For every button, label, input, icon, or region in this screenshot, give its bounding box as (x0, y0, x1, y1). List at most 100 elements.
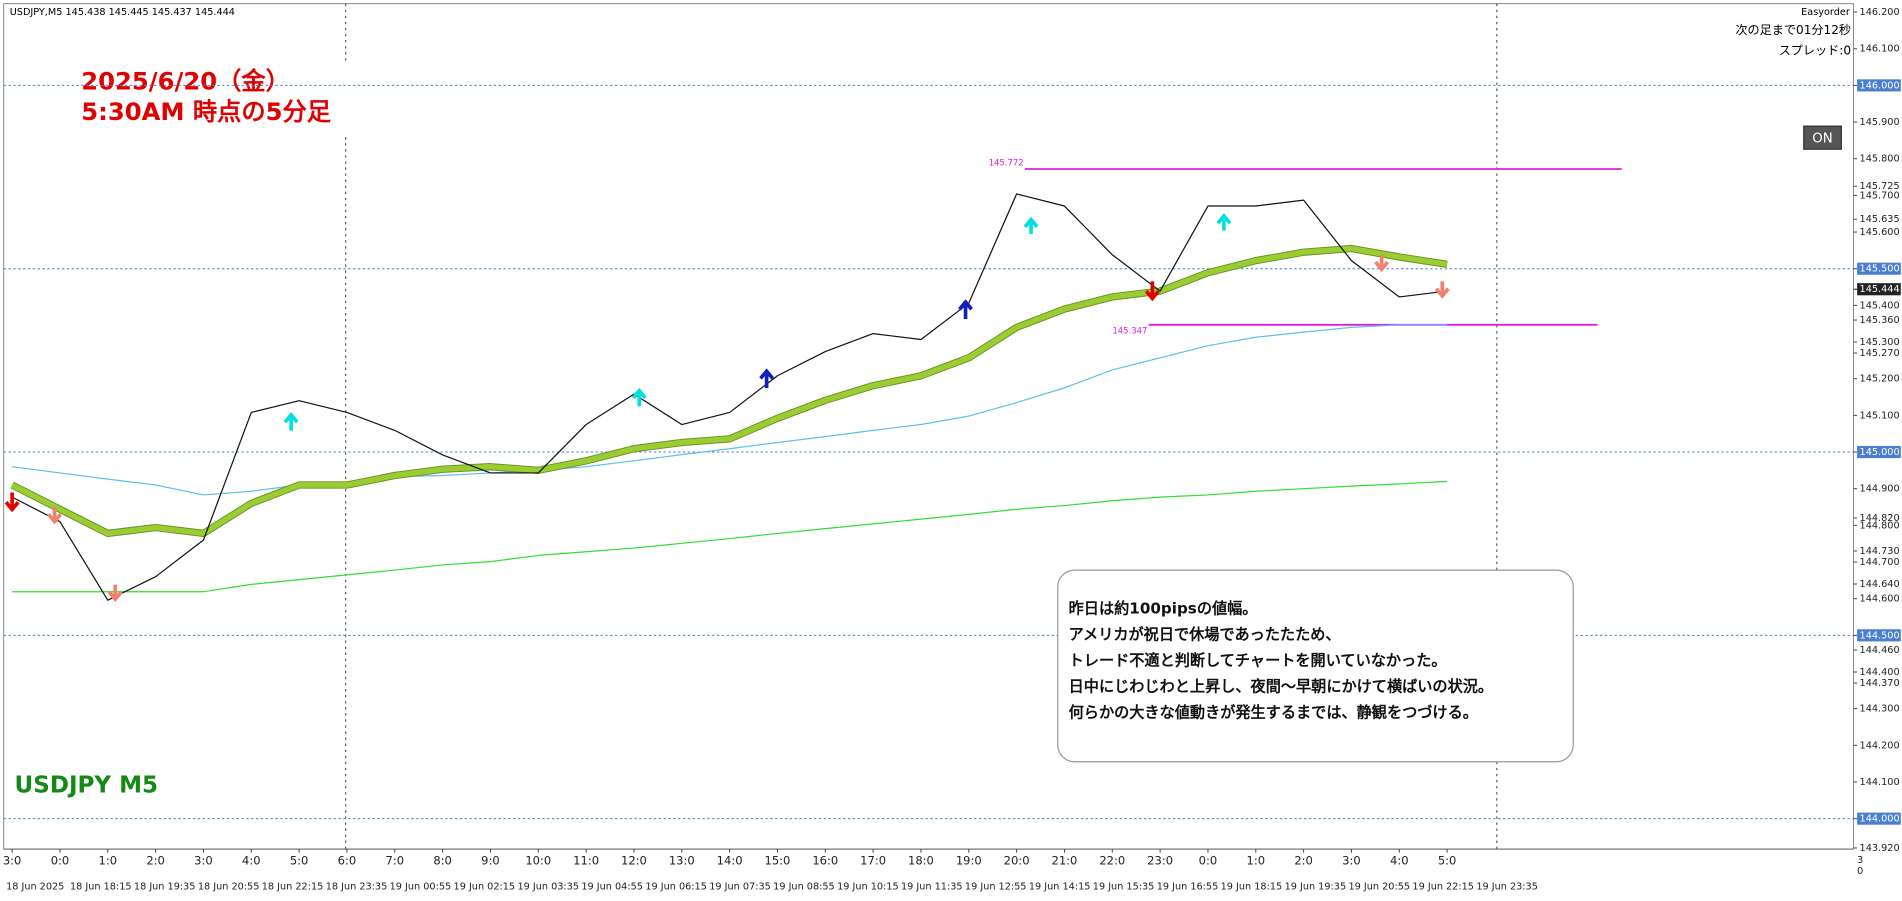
y-tick-label: 144.000 (1860, 814, 1900, 825)
y-tick-highlight (1857, 812, 1901, 825)
y-tick-label: 145.725 (1860, 181, 1900, 192)
x-date-label: 18 Jun 2025 (6, 882, 64, 893)
y-tick-label: 144.400 (1860, 667, 1900, 678)
signal-arrows (4, 213, 1450, 603)
buy-arrow (1023, 216, 1039, 235)
x-date-label: 19 Jun 23:35 (1476, 882, 1538, 893)
title-backdrop (72, 63, 391, 136)
y-tick-highlight (1857, 629, 1901, 642)
symbol-label: USDJPY M5 (15, 773, 159, 799)
y-tick-label: 145.600 (1860, 227, 1900, 238)
on-button[interactable] (1803, 125, 1842, 150)
x-tick-label: 21:0 (1052, 854, 1078, 868)
x-tick-label: 12:0 (621, 854, 647, 868)
x-tick-label: 20:0 (1004, 854, 1030, 868)
x-date-label: 19 Jun 06:15 (645, 882, 707, 893)
sell-arrow (107, 584, 123, 603)
y-tick-highlight (1857, 445, 1901, 459)
buy-arrow (958, 299, 974, 320)
y-tick-label: 145.500 (1860, 264, 1900, 275)
y-tick-highlight (1857, 262, 1901, 275)
y-tick-label: 145.400 (1860, 300, 1900, 311)
y-tick-label: 145.000 (1860, 447, 1900, 458)
x-tick-label: 23:0 (1147, 854, 1173, 868)
x-date-label: 19 Jun 10:15 (837, 882, 899, 893)
x-date-label: 18 Jun 18:15 (70, 882, 132, 893)
x-date-label: 19 Jun 11:35 (901, 882, 963, 893)
note-line: アメリカが祝日で休場であったたため、 (1069, 625, 1341, 643)
x-date-label: 19 Jun 08:55 (773, 882, 835, 893)
series-line (12, 324, 1448, 496)
x-tick-label: 5:0 (290, 854, 309, 868)
x-tick-label: 11:0 (573, 854, 599, 868)
buy-arrow (283, 411, 299, 431)
y-tick-label: 143.920 (1860, 843, 1900, 854)
sell-arrow (47, 507, 63, 525)
x-date-label: 19 Jun 12:55 (965, 882, 1027, 893)
sell-arrow (4, 492, 20, 513)
x-date-label: 19 Jun 02:15 (454, 882, 516, 893)
note-line: 何らかの大きな値動きが発生するまでは、静観をつづける。 (1069, 704, 1478, 722)
x-date-label: 18 Jun 22:15 (262, 882, 324, 893)
series-line (12, 480, 1448, 593)
header: USDJPY,M5 145.438 145.445 145.437 145.44… (10, 7, 235, 18)
sell-arrow (1144, 281, 1160, 302)
x-date-label: 19 Jun 00:55 (390, 882, 452, 893)
current-price-box (1857, 283, 1901, 296)
y-tick-label: 144.800 (1860, 520, 1900, 531)
buy-arrow (631, 387, 647, 407)
series-line (10, 245, 1448, 537)
buy-arrow (759, 368, 775, 389)
x-tick-label: 19:0 (956, 854, 982, 868)
x-tick-label: 5:0 (1438, 854, 1457, 868)
note-box (1057, 569, 1574, 763)
chart-title: 2025/6/20（金） (81, 66, 290, 95)
x-tick-label: 9:0 (481, 854, 500, 868)
sell-arrow (1374, 254, 1390, 273)
x-date-label: 19 Jun 14:15 (1029, 882, 1091, 893)
x-date-label: 19 Jun 03:35 (517, 882, 579, 893)
x-date-label: 18 Jun 19:35 (134, 882, 196, 893)
x-date-label: 18 Jun 20:55 (198, 882, 260, 893)
note-line: 日中にじわじわと上昇し、夜間〜早朝にかけて横ばいの状況。 (1069, 678, 1493, 696)
y-tick-label: 144.700 (1860, 557, 1900, 568)
on-button-label[interactable]: ON (1812, 131, 1832, 146)
y-tick-label: 144.460 (1860, 645, 1900, 656)
x-date-label: 19 Jun 15:35 (1093, 882, 1155, 893)
x-date-label: 19 Jun 18:15 (1221, 882, 1283, 893)
x-tick-label: 17:0 (860, 854, 886, 868)
x-date-label: 19 Jun 07:35 (709, 882, 771, 893)
y-tick-label: 146.200 (1860, 7, 1900, 18)
y-tick-label: 145.900 (1860, 117, 1900, 128)
x-tick-label: 8:0 (433, 854, 452, 868)
x-tick-label: 22:0 (1099, 854, 1125, 868)
current-price-label: 145.444 (1860, 284, 1900, 295)
corner-label: 3 (1857, 855, 1863, 866)
corner-label: 0 (1857, 866, 1863, 877)
series-line (11, 193, 1448, 601)
level-label: 145.772 (989, 158, 1024, 168)
buy-arrow (1216, 213, 1232, 231)
countdown: 次の足まで01分12秒 (1735, 23, 1851, 37)
x-tick-label: 0:0 (51, 854, 70, 868)
x-date-label: 18 Jun 23:35 (326, 882, 388, 893)
x-tick-label: 18:0 (908, 854, 934, 868)
order-panel[interactable]: Easyorder (1801, 7, 1850, 18)
y-tick-label: 146.000 (1860, 80, 1900, 91)
note-line: トレード不適と判断してチャートを開いていなかった。 (1069, 652, 1447, 670)
y-tick-label: 145.300 (1860, 337, 1900, 348)
x-tick-label: 13:0 (669, 854, 695, 868)
x-tick-label: 0:0 (1199, 854, 1218, 868)
x-tick-label: 3:0 (3, 854, 22, 868)
y-tick-label: 145.100 (1860, 410, 1900, 421)
y-tick-highlight (1857, 79, 1901, 92)
y-tick-label: 144.600 (1860, 594, 1900, 605)
x-tick-label: 10:0 (525, 854, 551, 868)
x-tick-label: 6:0 (338, 854, 357, 868)
y-tick-label: 144.500 (1860, 630, 1900, 641)
x-tick-label: 14:0 (717, 854, 743, 868)
y-tick-label: 145.360 (1860, 315, 1900, 326)
y-tick-label: 144.370 (1860, 678, 1900, 689)
